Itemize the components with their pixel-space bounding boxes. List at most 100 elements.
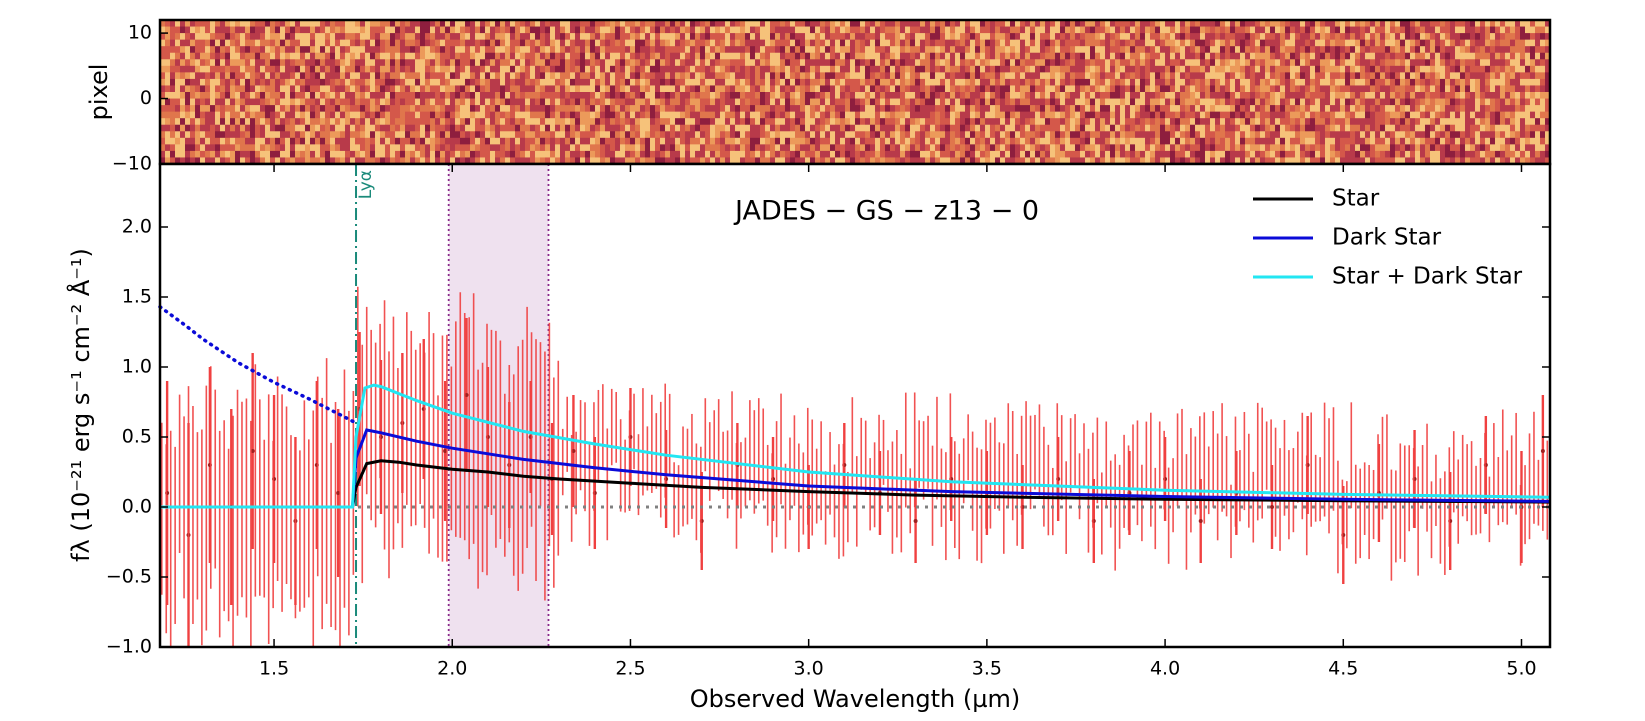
heatmap-cell [440, 118, 446, 126]
heatmap-cell [1155, 131, 1161, 139]
heatmap-cell [855, 124, 861, 132]
heatmap-cell [350, 52, 356, 60]
heatmap-cell [495, 98, 501, 106]
heatmap-cell [890, 98, 896, 106]
heatmap-cell [1100, 131, 1106, 139]
heatmap-cell [1115, 85, 1121, 93]
heatmap-cell [225, 92, 231, 100]
heatmap-cell [230, 124, 236, 132]
heatmap-cell [770, 111, 776, 119]
heatmap-cell [470, 72, 476, 80]
heatmap-cell [480, 26, 486, 34]
heatmap-cell [385, 65, 391, 73]
heatmap-cell [500, 157, 506, 165]
heatmap-cell [675, 39, 681, 47]
heatmap-cell [1140, 105, 1146, 113]
heatmap-cell [1090, 52, 1096, 60]
heatmap-cell [1080, 65, 1086, 73]
heatmap-cell [305, 78, 311, 86]
heatmap-cell [1160, 85, 1166, 93]
heatmap-cell [465, 111, 471, 119]
heatmap-cell [915, 65, 921, 73]
heatmap-cell [590, 26, 596, 34]
heatmap-cell [1120, 111, 1126, 119]
heatmap-cell [275, 131, 281, 139]
heatmap-cell [240, 150, 246, 158]
heatmap-cell [270, 98, 276, 106]
heatmap-cell [845, 105, 851, 113]
heatmap-cell [410, 39, 416, 47]
heatmap-cell [1070, 20, 1076, 28]
heatmap-cell [320, 59, 326, 67]
heatmap-cell [970, 65, 976, 73]
heatmap-cell [330, 39, 336, 47]
heatmap-cell [845, 92, 851, 100]
heatmap-cell [355, 26, 361, 34]
heatmap-cell [665, 33, 671, 41]
heatmap-cell [305, 150, 311, 158]
heatmap-cell [355, 105, 361, 113]
heatmap-cell [1015, 137, 1021, 145]
heatmap-cell [860, 131, 866, 139]
heatmap-cell [820, 65, 826, 73]
heatmap-cell [355, 46, 361, 54]
heatmap-cell [440, 137, 446, 145]
heatmap-cell [1180, 33, 1186, 41]
heatmap-cell [195, 72, 201, 80]
heatmap-cell [445, 26, 451, 34]
heatmap-cell [855, 98, 861, 106]
heatmap-cell [560, 59, 566, 67]
heatmap-cell [345, 85, 351, 93]
heatmap-cell [735, 105, 741, 113]
heatmap-cell [520, 124, 526, 132]
heatmap-cell [555, 150, 561, 158]
heatmap-cell [665, 105, 671, 113]
heatmap-cell [910, 26, 916, 34]
heatmap-cell [1220, 26, 1226, 34]
heatmap-cell [1010, 144, 1016, 152]
heatmap-cell [630, 118, 636, 126]
heatmap-cell [1170, 20, 1176, 28]
heatmap-cell [840, 52, 846, 60]
heatmap-cell [1245, 65, 1251, 73]
heatmap-cell [635, 118, 641, 126]
heatmap-cell [490, 65, 496, 73]
heatmap-cell [1125, 85, 1131, 93]
heatmap-cell [330, 118, 336, 126]
heatmap-cell [425, 59, 431, 67]
heatmap-cell [895, 20, 901, 28]
heatmap-cell [665, 39, 671, 47]
heatmap-cell [1205, 72, 1211, 80]
heatmap-cell [915, 26, 921, 34]
heatmap-cell [510, 65, 516, 73]
heatmap-cell [860, 157, 866, 165]
heatmap-cell [645, 157, 651, 165]
heatmap-cell [810, 98, 816, 106]
heatmap-cell [795, 85, 801, 93]
heatmap-cell [635, 46, 641, 54]
heatmap-cell [985, 20, 991, 28]
heatmap-cell [700, 111, 706, 119]
heatmap-cell [625, 46, 631, 54]
heatmap-cell [815, 137, 821, 145]
heatmap-cell [775, 72, 781, 80]
heatmap-cell [1120, 144, 1126, 152]
heatmap-cell [640, 72, 646, 80]
heatmap-cell [965, 157, 971, 165]
heatmap-cell [320, 137, 326, 145]
heatmap-cell [750, 85, 756, 93]
heatmap-cell [900, 59, 906, 67]
heatmap-cell [565, 150, 571, 158]
heatmap-cell [1190, 26, 1196, 34]
heatmap-cell [265, 46, 271, 54]
heatmap-cell [440, 78, 446, 86]
heatmap-cell [420, 131, 426, 139]
heatmap-cell [1165, 118, 1171, 126]
heatmap-cell [215, 33, 221, 41]
heatmap-cell [905, 150, 911, 158]
heatmap-cell [205, 33, 211, 41]
heatmap-cell [355, 98, 361, 106]
heatmap-cell [1140, 78, 1146, 86]
heatmap-cell [490, 52, 496, 60]
heatmap-cell [1160, 78, 1166, 86]
